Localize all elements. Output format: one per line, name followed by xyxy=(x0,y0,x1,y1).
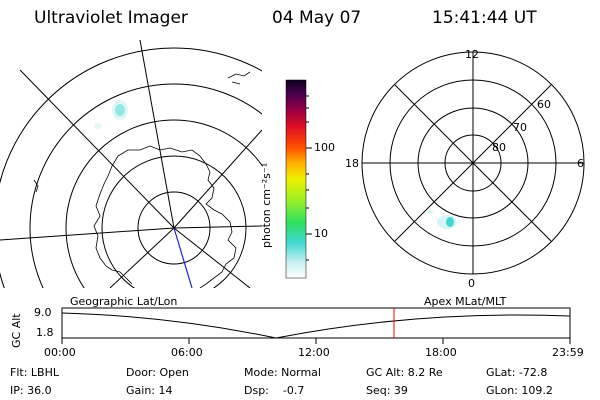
mode-info: Mode: Normal xyxy=(244,366,321,379)
mlat-label-70: 70 xyxy=(513,121,527,134)
instrument-title: Ultraviolet Imager xyxy=(34,8,188,28)
polar-plot xyxy=(361,51,585,275)
mlat-label-80: 80 xyxy=(492,141,506,154)
mlat-label-60: 60 xyxy=(537,98,551,111)
ip-info: IP: 36.0 xyxy=(10,384,52,397)
filter-info: Flt: LBHL xyxy=(10,366,59,379)
aurora-patch-left xyxy=(94,100,128,129)
gc-alt-info: GC Alt: 8.2 Re xyxy=(366,366,443,379)
longitude-lines xyxy=(0,40,262,288)
dsp-info: Dsp: -0.7 xyxy=(244,384,305,397)
mlt-label-6: 6 xyxy=(577,157,584,170)
altitude-axis-label: GC Alt xyxy=(10,313,23,348)
seq-info: Seq: 39 xyxy=(366,384,408,397)
glon-info: GLon: 109.2 xyxy=(486,384,553,397)
colorbar-tick-10: 10 xyxy=(314,227,328,240)
observation-time: 15:41:44 UT xyxy=(432,8,537,28)
glat-info: GLat: -72.8 xyxy=(486,366,548,379)
time-tick-0000: 00:00 xyxy=(44,346,76,359)
mlt-label-12: 12 xyxy=(465,48,479,61)
island-outline xyxy=(33,179,39,193)
gain-info: Gain: 14 xyxy=(126,384,173,397)
satellite-trace xyxy=(173,227,193,288)
altitude-curve xyxy=(61,312,571,339)
geographic-label: Geographic Lat/Lon xyxy=(70,295,178,308)
south-america-tip xyxy=(227,71,251,85)
time-tick-1800: 18:00 xyxy=(425,346,457,359)
mlt-label-18: 18 xyxy=(345,157,359,170)
time-axis-ticks xyxy=(61,338,571,344)
mlt-label-0: 0 xyxy=(468,277,475,290)
aurora-patch-right xyxy=(427,210,457,229)
antarctica-coastline xyxy=(93,145,237,288)
colorbar-unit-label: photon cm⁻²s⁻¹ xyxy=(260,162,273,248)
altitude-ymin: 1.8 xyxy=(36,326,54,339)
colorbar xyxy=(285,79,307,279)
time-tick-2359: 23:59 xyxy=(552,346,584,359)
apex-label: Apex MLat/MLT xyxy=(424,295,507,308)
colorbar-ticks xyxy=(306,95,312,261)
colorbar-tick-100: 100 xyxy=(314,141,335,154)
altitude-ymax: 9.0 xyxy=(34,306,52,319)
time-tick-1200: 12:00 xyxy=(298,346,330,359)
geographic-map xyxy=(0,40,262,288)
altitude-track-frame xyxy=(61,307,571,339)
latitude-circles xyxy=(0,47,262,288)
door-info: Door: Open xyxy=(126,366,189,379)
time-tick-0600: 06:00 xyxy=(171,346,203,359)
observation-date: 04 May 07 xyxy=(272,8,362,28)
